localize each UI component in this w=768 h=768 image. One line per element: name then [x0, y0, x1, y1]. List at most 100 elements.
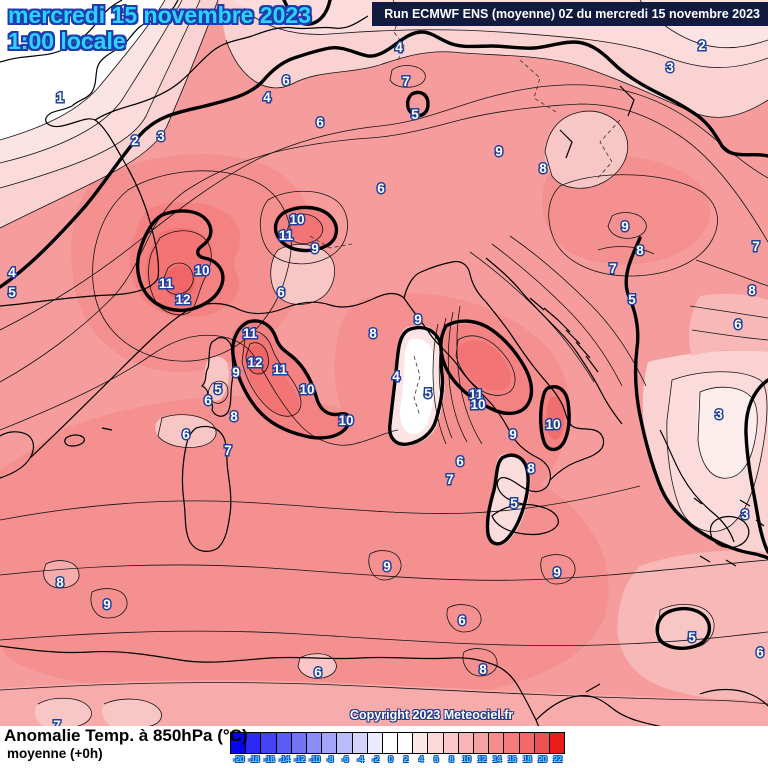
scale-cell [290, 732, 307, 754]
contour-value-label: 4 [8, 265, 16, 280]
contour-value-label: 9 [414, 312, 422, 327]
contour-value-label: 8 [369, 326, 377, 341]
scale-value: -8 [326, 754, 333, 764]
contour-value-label: 5 [214, 382, 222, 397]
scale-cell [260, 732, 277, 754]
scale-value: 4 [418, 754, 424, 764]
scale-value: 12 [477, 754, 486, 764]
scale-value: -20 [233, 754, 244, 764]
contour-value-label: 4 [395, 40, 403, 55]
contour-value-label: 5 [411, 107, 419, 122]
mean-run-label: moyenne (+0h) [7, 746, 103, 761]
legend-strip: Anomalie Temp. à 850hPa (°C) moyenne (+0… [0, 726, 768, 768]
color-scale [230, 732, 566, 754]
contour-value-label: 6 [458, 613, 466, 628]
scale-value: -6 [341, 754, 349, 764]
contour-value-label: 9 [311, 241, 319, 256]
contour-value-label: 7 [609, 261, 617, 276]
scale-value: 10 [462, 754, 471, 764]
scale-cell [305, 732, 323, 754]
scale-value: -18 [248, 754, 260, 764]
contour-value-label: 8 [527, 461, 535, 476]
contour-value-label: 7 [53, 718, 61, 733]
scale-cell [336, 732, 353, 754]
contour-value-label: 7 [752, 239, 760, 254]
map-date: mercredi 15 novembre 2023 [8, 2, 312, 28]
contour-value-label: 9 [621, 219, 629, 234]
contour-value-label: 9 [232, 365, 240, 380]
contour-value-label: 4 [392, 369, 400, 384]
contour-value-label: 6 [456, 454, 464, 469]
contour-value-label: 9 [495, 144, 503, 159]
contour-value-label: 5 [424, 386, 432, 401]
scale-value: -12 [293, 754, 305, 764]
contour-value-label: 11 [273, 362, 288, 377]
contour-value-label: 5 [628, 292, 636, 307]
color-scale-values: -20 -18 -16 -14 -12 -10 -8 -6 -4 -2 0 2 4 6 8 10 12 14 16 1… [231, 754, 565, 764]
contour-value-label: 11 [279, 228, 294, 243]
scale-value: -2 [372, 754, 379, 764]
scale-value: 20 [538, 754, 547, 764]
contour-value-label: 8 [230, 409, 238, 424]
scale-cell [442, 732, 459, 754]
contour-value-label: 10 [194, 263, 209, 278]
contour-value-label: 5 [510, 496, 518, 511]
contour-value-label: 10 [470, 397, 485, 412]
scale-value: -16 [263, 754, 275, 764]
contour-value-label: 6 [377, 181, 385, 196]
contour-value-label: 10 [338, 413, 353, 428]
contour-value-label: 10 [299, 382, 314, 397]
contour-value-label: 2 [698, 38, 706, 53]
contour-value-label: 10 [289, 212, 304, 227]
contour-value-label: 6 [282, 73, 290, 88]
scale-cell [351, 732, 368, 754]
contour-value-label: 6 [316, 115, 324, 130]
contour-value-label: 11 [159, 276, 174, 291]
scale-cell [503, 732, 520, 754]
scale-cell [457, 732, 474, 754]
contour-value-label: 8 [539, 161, 547, 176]
contour-value-label: 1 [56, 90, 64, 105]
contour-value-label: 3 [666, 60, 674, 75]
contour-value-label: 5 [8, 285, 16, 300]
contour-value-label: 8 [748, 283, 756, 298]
contour-value-label: 12 [247, 355, 262, 370]
scale-cell [275, 732, 292, 754]
scale-value: 14 [492, 754, 502, 764]
contour-value-label: 6 [314, 665, 322, 680]
contour-value-label: 9 [553, 565, 561, 580]
map-title-block: mercredi 15 novembre 2023 1:00 locale [8, 2, 311, 54]
scale-cell [473, 732, 490, 754]
contour-value-label: 8 [479, 662, 487, 677]
contour-value-label: 3 [715, 407, 723, 422]
contour-value-label: 9 [103, 597, 111, 612]
scale-cell [427, 732, 444, 754]
scale-cell [518, 732, 535, 754]
scale-value: 0 [388, 754, 393, 764]
scale-cell [548, 732, 566, 754]
scale-value: 16 [507, 754, 517, 764]
contour-value-label: 4 [263, 90, 271, 105]
contour-value-label: 7 [446, 472, 454, 487]
scale-cell [321, 732, 338, 754]
run-info-bar: Run ECMWF ENS (moyenne) 0Z du mercredi 1… [372, 2, 768, 26]
contour-value-label: 10 [545, 417, 560, 432]
scale-value: -14 [278, 754, 290, 764]
scale-value: 22 [553, 754, 562, 764]
scale-cell [412, 732, 429, 754]
contour-value-label: 7 [224, 443, 232, 458]
contour-value-label: 12 [175, 292, 190, 307]
contour-value-label: 6 [204, 393, 212, 408]
contour-value-label: 11 [243, 326, 258, 341]
scale-cell [533, 732, 550, 754]
contour-value-label: 6 [756, 645, 764, 660]
scale-cell [366, 732, 383, 754]
contour-value-label: 7 [402, 74, 410, 89]
contour-value-label: 2 [131, 133, 139, 148]
contour-value-label: 1 [120, 3, 128, 18]
scale-value: -10 [309, 754, 320, 764]
scale-cell [245, 732, 262, 754]
contour-value-label: 11 [469, 387, 484, 402]
